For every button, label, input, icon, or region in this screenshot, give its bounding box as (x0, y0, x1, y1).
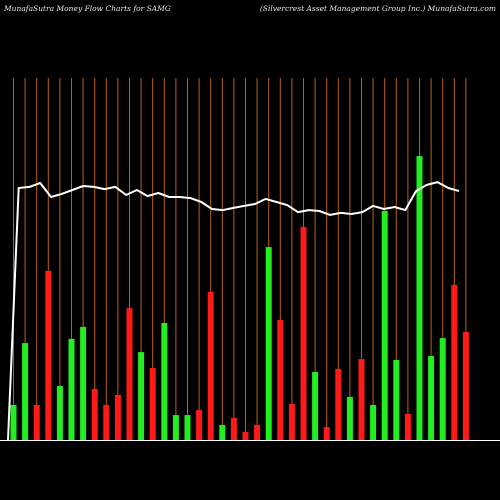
money-flow-bar (230, 417, 237, 440)
money-flow-bar (404, 413, 411, 440)
money-flow-bar (207, 291, 214, 440)
money-flow-bar (381, 210, 388, 440)
money-flow-bar (22, 343, 29, 440)
money-flow-bar (45, 270, 52, 440)
money-flow-bar (288, 403, 295, 440)
money-flow-bar (254, 424, 261, 440)
price-line (7, 181, 460, 441)
money-flow-bar (265, 247, 272, 440)
money-flow-bar (428, 356, 435, 440)
money-flow-bar (462, 331, 469, 440)
company-name: (Silvercrest Asset Management Group Inc.… (259, 4, 496, 13)
money-flow-bar (219, 424, 226, 440)
money-flow-bar (300, 226, 307, 440)
money-flow-bar (33, 405, 40, 440)
money-flow-bar (393, 359, 400, 440)
chart-title: MunafaSutra Money Flow Charts for SAMG (4, 4, 171, 13)
money-flow-bar (358, 359, 365, 440)
money-flow-bar (126, 308, 133, 440)
money-flow-bar (335, 368, 342, 440)
money-flow-bar (68, 338, 75, 440)
money-flow-bar (370, 405, 377, 440)
money-flow-bar (114, 394, 121, 440)
money-flow-bar (196, 410, 203, 440)
money-flow-bar (312, 371, 319, 440)
money-flow-bar (10, 405, 17, 440)
money-flow-bar (80, 326, 87, 440)
money-flow-bar (346, 396, 353, 440)
money-flow-bar (184, 415, 191, 440)
money-flow-bar (323, 427, 330, 440)
money-flow-bar (439, 338, 446, 440)
money-flow-bar (242, 431, 249, 440)
money-flow-bar (451, 284, 458, 440)
money-flow-bar (138, 352, 145, 440)
money-flow-bar (56, 385, 63, 440)
money-flow-bar (172, 415, 179, 440)
money-flow-bar (161, 322, 168, 440)
money-flow-bar (277, 319, 284, 440)
money-flow-bar (416, 156, 423, 440)
money-flow-bar (103, 405, 110, 440)
money-flow-bar (91, 389, 98, 440)
money-flow-bar (149, 368, 156, 440)
